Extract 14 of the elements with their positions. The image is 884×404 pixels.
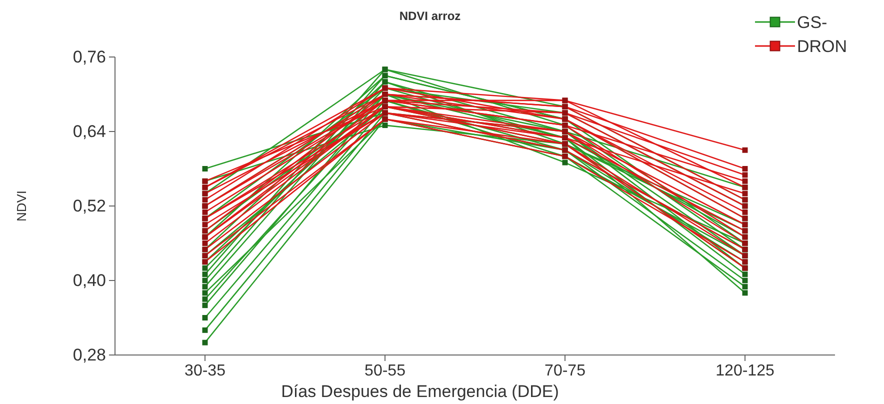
x-axis-title: Días Despues de Emergencia (DDE) [281,382,559,401]
y-tick-label: 0,28 [72,345,106,364]
chart-title: NDVI arroz [399,9,461,23]
y-axis-title: NDVI [14,190,29,222]
x-tick-label: 120-125 [716,362,774,380]
legend-label: DRON [797,37,848,56]
y-tick-label: 0,52 [72,196,106,216]
y-tick-label: 0,40 [72,270,106,290]
y-tick-label: 0,76 [72,47,106,66]
x-tick-label: 30-35 [184,362,226,380]
y-tick-label: 0,64 [72,122,106,141]
x-tick-label: 70-75 [544,362,586,380]
x-tick-label: 50-55 [364,362,406,380]
legend-label: GS- [797,13,828,32]
